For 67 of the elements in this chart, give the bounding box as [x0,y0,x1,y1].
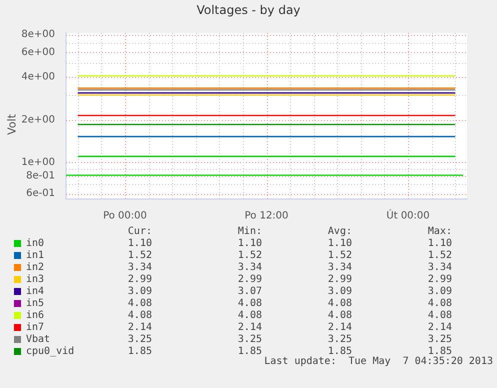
text: 1.85 [428,346,452,357]
legend-label: in3 [26,274,44,286]
y-axis-title: Volt [6,113,18,136]
text: 3.07 [236,286,262,298]
text: 3.25 [326,334,352,346]
text: 2.14 [426,322,452,334]
text: 1.10 [236,238,262,250]
text: 3.34 [126,262,152,274]
text: Last update: Tue May 7 04:35:20 2013 [264,356,493,367]
text: 2.14 [326,322,352,334]
text: Cur: [126,226,152,238]
text: 3.09 [326,286,352,298]
text: 3.25 [126,334,152,346]
y-tick-label: 1e+00 [21,156,55,168]
y-tick-label: 6e+00 [21,46,55,58]
y-tick-label: 6e-01 [26,188,55,200]
text: 3.25 [426,334,452,346]
legend-label: in4 [26,286,44,298]
x-tick-label: Po 00:00 [103,210,147,222]
text: 4.08 [326,310,352,322]
text: 4.08 [236,310,262,322]
text: 1.85 [328,346,352,357]
legend-label: in7 [26,322,44,334]
text: 2.99 [236,274,262,286]
text: 4.08 [236,298,262,310]
text: 1.52 [426,250,452,262]
text: 2.14 [126,322,152,334]
text: 4.08 [126,310,152,322]
text: 4.08 [126,298,152,310]
legend-label: Vbat [26,334,50,346]
y-tick-label: 8e+00 [21,29,55,40]
text: 3.09 [126,286,152,298]
text: Max: [426,226,452,238]
text: 1.85 [126,346,152,358]
x-tick-label: Po 12:00 [244,210,288,222]
y-tick-label: 2e+00 [21,114,55,126]
text: 1.52 [326,250,352,262]
text: 3.34 [236,262,262,274]
legend-label: in2 [26,262,44,274]
text: 1.10 [326,238,352,250]
legend-label: cpu0_vid [26,346,74,358]
text: 4.08 [426,298,452,310]
y-tick-label: 8e-01 [26,170,55,182]
chart-title: Voltages - by day [196,3,302,17]
text: 2.99 [126,274,152,286]
x-tick-label: Út 00:00 [386,208,430,222]
y-tick-label: 4e+00 [21,72,55,83]
legend-label: in5 [26,298,44,310]
text: 1.10 [426,238,452,250]
legend-label: in1 [26,250,44,262]
text: Min: [236,226,262,238]
text: 3.25 [236,334,262,346]
text: 4.08 [326,298,352,310]
text: 1.52 [236,250,262,262]
text: 3.34 [426,262,452,274]
text: 1.52 [126,250,152,262]
text: 3.09 [426,286,452,298]
text: 2.14 [236,322,262,334]
text: 1.85 [236,346,262,358]
legend-label: in6 [26,310,44,322]
text: Avg: [326,226,352,238]
text: 4.08 [426,310,452,322]
text: 2.99 [326,274,352,286]
legend-label: in0 [26,238,44,250]
text: 2.99 [426,274,452,286]
text: 3.34 [326,262,352,274]
text: 1.10 [126,238,152,250]
